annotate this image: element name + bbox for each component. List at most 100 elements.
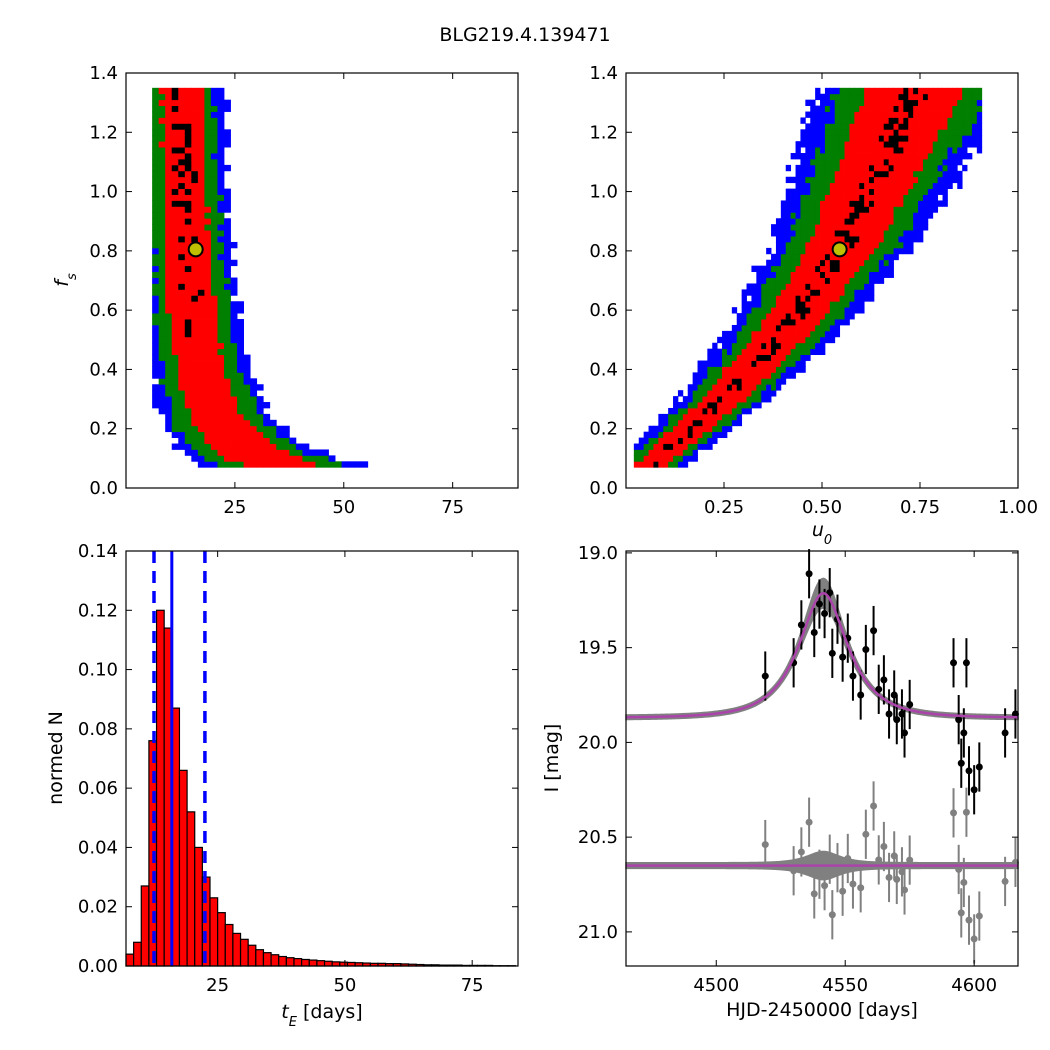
- confidence-cell: [633, 455, 640, 462]
- confidence-cell: [217, 153, 225, 160]
- confidence-cell: [810, 129, 816, 136]
- confidence-cell: [888, 182, 894, 190]
- confidence-cell: [171, 402, 179, 409]
- confidence-cell: [820, 158, 826, 166]
- confidence-cell: [864, 182, 870, 190]
- confidence-cell: [859, 218, 865, 225]
- confidence-cell: [800, 164, 806, 172]
- confidence-cell: [702, 437, 708, 444]
- confidence-cell: [844, 188, 850, 195]
- confidence-cell: [824, 330, 831, 338]
- confidence-cell: [210, 307, 218, 314]
- confidence-cell: [243, 360, 251, 367]
- confidence-cell: [712, 437, 718, 444]
- confidence-cell: [741, 402, 747, 409]
- confidence-cell: [668, 437, 674, 444]
- confidence-cell: [962, 129, 968, 136]
- confidence-cell: [820, 182, 826, 190]
- confidence-cell: [250, 449, 258, 456]
- confidence-cell: [171, 390, 179, 397]
- confidence-cell: [859, 176, 865, 184]
- confidence-cell: [780, 206, 787, 213]
- confidence-cell: [210, 147, 218, 154]
- confidence-cell: [751, 378, 757, 385]
- confidence-cell: [790, 360, 796, 367]
- confidence-cell: [204, 271, 212, 278]
- confidence-cell: [171, 212, 179, 219]
- confidence-cell: [771, 295, 777, 302]
- confidence-cell: [854, 236, 860, 243]
- confidence-cell: [780, 218, 787, 225]
- confidence-cell: [883, 194, 890, 201]
- confidence-cell: [927, 87, 934, 95]
- confidence-cell: [883, 236, 890, 243]
- confidence-cell: [775, 277, 782, 284]
- confidence-cell: [217, 212, 225, 219]
- confidence-cell: [849, 265, 855, 273]
- confidence-cell: [864, 224, 870, 231]
- confidence-cell: [152, 354, 160, 361]
- confidence-cell: [800, 253, 806, 261]
- confidence-cell: [795, 271, 801, 278]
- confidence-cell: [204, 413, 212, 421]
- confidence-cell: [171, 413, 179, 421]
- confidence-cell: [898, 87, 904, 95]
- confidence-cell: [230, 407, 238, 415]
- confidence-cell: [217, 366, 225, 373]
- confidence-cell: [717, 431, 723, 439]
- confidence-cell: [250, 390, 258, 397]
- confidence-cell: [859, 206, 865, 213]
- confidence-cell: [204, 348, 212, 356]
- confidence-cell: [844, 224, 850, 231]
- confidence-cell: [184, 277, 192, 284]
- confidence-cell: [224, 360, 231, 367]
- confidence-cell: [761, 330, 767, 338]
- confidence-cell: [849, 194, 855, 201]
- confidence-cell: [731, 384, 738, 391]
- confidence-cell: [829, 289, 836, 296]
- y-tick-label: 0.04: [78, 837, 118, 858]
- confidence-cell: [952, 99, 958, 107]
- confidence-cell: [731, 372, 738, 379]
- confidence-cell: [178, 117, 186, 124]
- confidence-cell: [820, 307, 826, 314]
- confidence-cell: [717, 425, 723, 433]
- confidence-cell: [898, 158, 904, 166]
- residual-point: [805, 818, 813, 826]
- confidence-cell: [230, 378, 238, 385]
- confidence-cell: [839, 230, 845, 237]
- confidence-cell: [937, 141, 943, 148]
- confidence-cell: [780, 265, 787, 273]
- confidence-cell: [888, 259, 894, 267]
- confidence-cell: [178, 301, 186, 308]
- confidence-cell: [883, 123, 890, 130]
- confidence-cell: [790, 265, 796, 273]
- confidence-cell: [697, 360, 703, 367]
- confidence-cell: [668, 461, 674, 468]
- confidence-cell: [736, 419, 743, 427]
- confidence-cell: [726, 360, 733, 367]
- confidence-cell: [165, 372, 173, 379]
- confidence-cell: [756, 336, 762, 344]
- confidence-cell: [184, 117, 192, 124]
- confidence-cell: [158, 277, 166, 284]
- confidence-cell: [771, 283, 777, 290]
- confidence-cell: [243, 425, 251, 433]
- confidence-cell: [152, 277, 160, 284]
- confidence-cell: [785, 164, 792, 172]
- residual-point: [901, 886, 909, 894]
- confidence-cell: [839, 283, 845, 290]
- confidence-cell: [731, 324, 738, 332]
- confidence-cell: [165, 259, 173, 267]
- confidence-cell: [751, 354, 757, 361]
- confidence-cell: [217, 419, 225, 427]
- confidence-cell: [224, 336, 231, 344]
- confidence-cell: [810, 224, 816, 231]
- confidence-cell: [217, 188, 225, 195]
- confidence-cell: [805, 99, 811, 107]
- data-point: [975, 763, 983, 771]
- confidence-cell: [736, 413, 743, 421]
- confidence-cell: [785, 241, 792, 249]
- confidence-cell: [780, 289, 787, 296]
- confidence-cell: [217, 402, 225, 409]
